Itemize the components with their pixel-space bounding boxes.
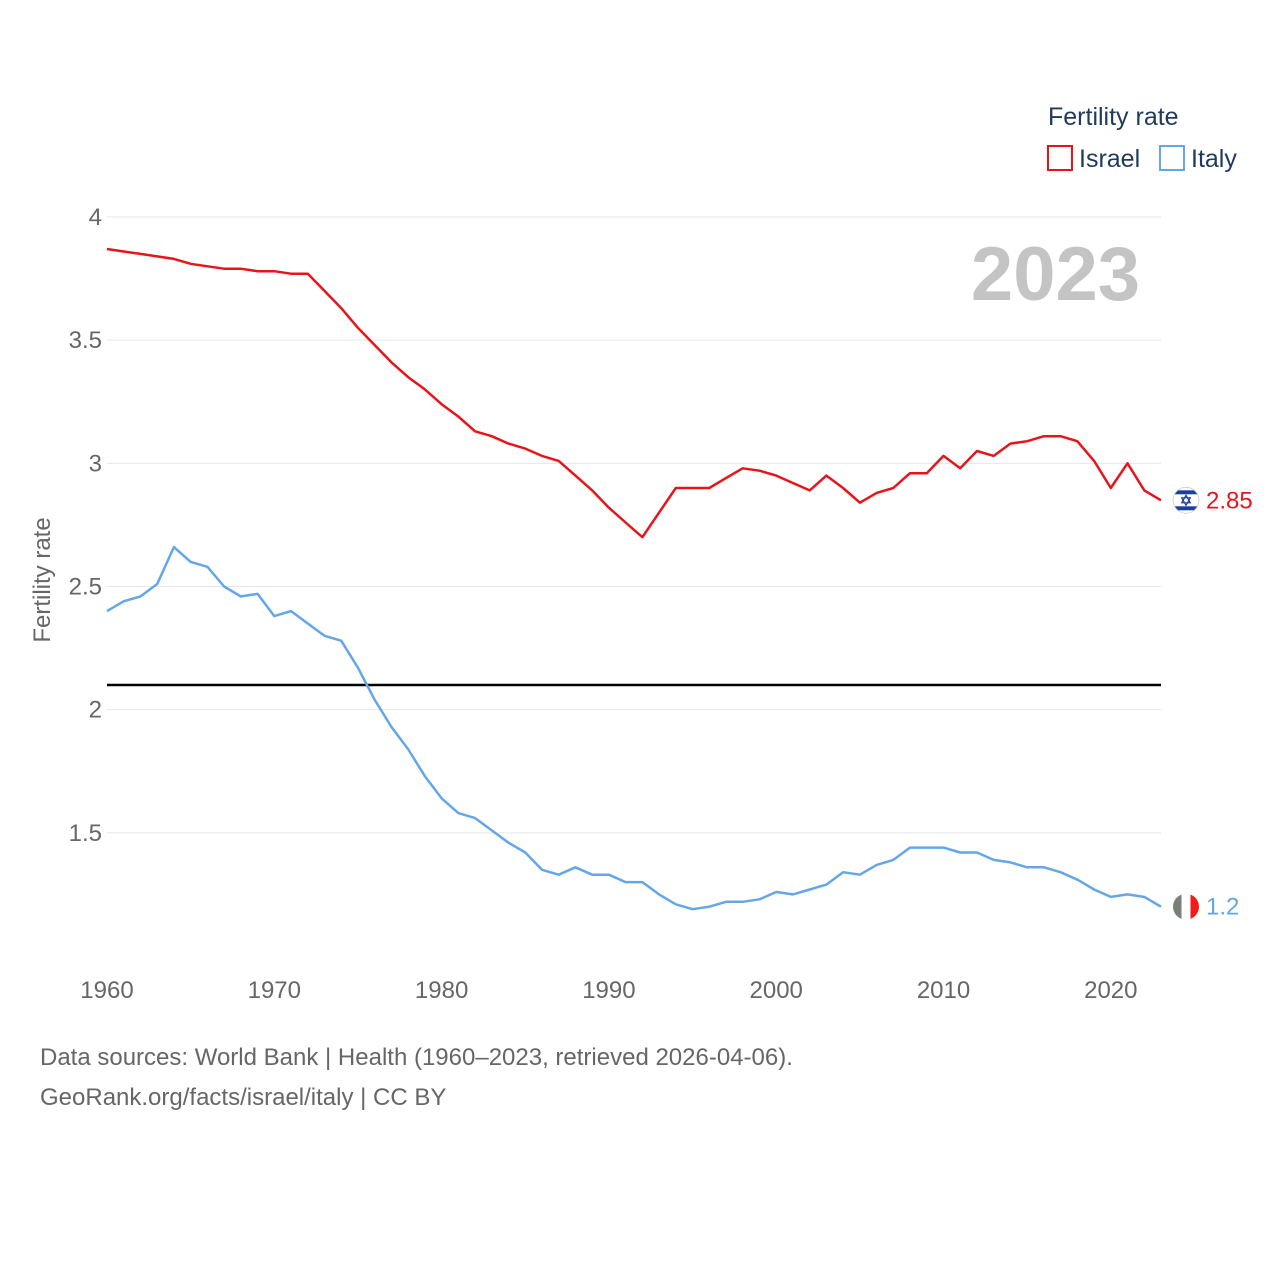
x-tick-label: 2020 bbox=[1084, 977, 1137, 1004]
italy-flag-icon bbox=[1173, 893, 1199, 920]
legend-swatch-italy[interactable] bbox=[1159, 145, 1185, 171]
data-source-note: Data sources: World Bank | Health (1960–… bbox=[40, 1044, 793, 1071]
x-tick-label: 1970 bbox=[248, 977, 301, 1004]
x-tick-label: 1990 bbox=[582, 977, 635, 1004]
y-tick-label: 3 bbox=[89, 450, 102, 477]
gridlines bbox=[107, 216, 1161, 834]
israel-end-label: 2.85 bbox=[1206, 487, 1253, 514]
x-tick-label: 1980 bbox=[415, 977, 468, 1004]
y-tick-label: 2.5 bbox=[69, 574, 102, 601]
israel-flag-icon bbox=[1172, 486, 1200, 514]
y-tick-label: 1.5 bbox=[69, 820, 102, 847]
x-tick-label: 1960 bbox=[80, 977, 133, 1004]
credit-note[interactable]: GeoRank.org/facts/israel/italy | CC BY bbox=[40, 1084, 447, 1111]
legend-label-italy[interactable]: Italy bbox=[1191, 145, 1237, 173]
y-tick-label: 4 bbox=[89, 204, 102, 231]
x-tick-label: 2000 bbox=[750, 977, 803, 1004]
legend-title: Fertility rate bbox=[1048, 103, 1179, 131]
y-tick-label: 2 bbox=[89, 697, 102, 724]
legend: Fertility rate Israel Italy bbox=[1047, 103, 1237, 173]
y-axis-ticks: 1.5 2 2.5 3 3.5 4 bbox=[69, 204, 102, 847]
x-axis-ticks: 1960 1970 1980 1990 2000 2010 2020 bbox=[80, 977, 1137, 1004]
italy-end-label: 1.2 bbox=[1206, 894, 1239, 921]
italy-line[interactable] bbox=[106, 545, 1162, 911]
y-axis-title: Fertility rate bbox=[29, 517, 56, 642]
year-badge: 2023 bbox=[971, 232, 1140, 317]
israel-line[interactable] bbox=[106, 247, 1162, 539]
y-tick-label: 3.5 bbox=[69, 327, 102, 354]
legend-swatch-israel[interactable] bbox=[1047, 145, 1073, 171]
x-tick-label: 2010 bbox=[917, 977, 970, 1004]
fertility-chart: 1.5 2 2.5 3 3.5 4 1960 1970 1980 1990 2000 2010 202… bbox=[29, 103, 1253, 1004]
legend-label-israel[interactable]: Israel bbox=[1079, 145, 1140, 173]
